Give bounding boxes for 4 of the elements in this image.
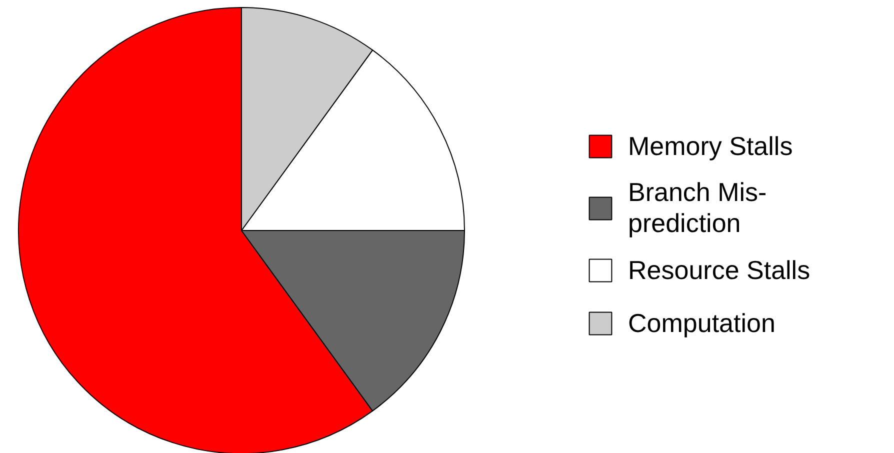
legend-label: Memory Stalls [628, 130, 793, 162]
legend-label: Resource Stalls [628, 254, 810, 286]
legend-label: Branch Mis-prediction [628, 177, 767, 239]
legend-label: Computation [628, 306, 776, 340]
